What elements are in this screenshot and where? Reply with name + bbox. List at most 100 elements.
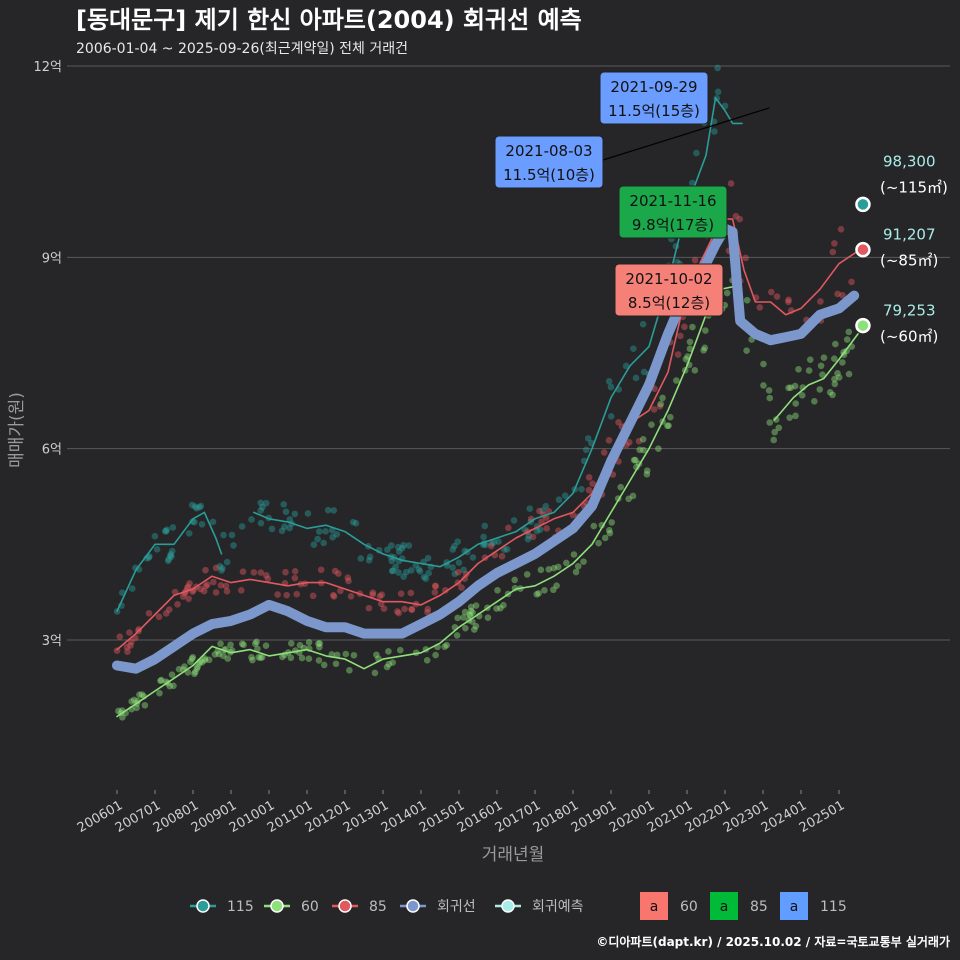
scatter-point-115 (482, 541, 489, 549)
scatter-point-115 (162, 527, 170, 535)
scatter-point-60 (562, 559, 570, 567)
scatter-point-115 (257, 519, 265, 527)
callout-price: 9.8억(17층) (632, 216, 714, 234)
scatter-point-60 (332, 660, 340, 668)
scatter-point-85 (204, 581, 211, 588)
scatter-point-85 (186, 580, 193, 587)
scatter-point-115 (578, 485, 585, 493)
scatter-point-85 (635, 437, 643, 445)
scatter-point-115 (688, 179, 696, 187)
scatter-point-85 (135, 625, 143, 633)
scatter-point-85 (185, 595, 192, 603)
scatter-point-115 (333, 530, 341, 538)
scatter-point-60 (193, 665, 201, 672)
scatter-point-115 (622, 362, 630, 370)
scatter-point-115 (304, 510, 312, 517)
scatter-point-85 (155, 613, 163, 621)
scatter-point-115 (262, 499, 270, 507)
scatter-point-60 (655, 445, 662, 453)
scatter-point-60 (500, 601, 507, 609)
scatter-point-60 (389, 659, 396, 666)
series-line-85 (116, 218, 859, 651)
scatter-point-85 (127, 642, 134, 649)
scatter-point-60 (166, 682, 174, 690)
scatter-point-60 (632, 456, 639, 464)
scatter-point-60 (371, 669, 379, 677)
scatter-point-115 (322, 528, 329, 535)
scatter-point-60 (595, 539, 602, 547)
scatter-point-85 (217, 582, 225, 589)
scatter-point-60 (257, 654, 264, 662)
scatter-point-60 (224, 655, 232, 662)
scatter-point-85 (291, 567, 299, 575)
scatter-point-115 (188, 501, 196, 509)
legend-key-dot (270, 899, 284, 913)
scatter-point-60 (315, 657, 323, 664)
callout-date: 2021-10-02 (625, 270, 712, 288)
forecast-value: 79,253 (883, 302, 936, 320)
scatter-point-115 (286, 516, 294, 523)
scatter-point-60 (682, 355, 690, 363)
scatter-point-115 (392, 563, 399, 571)
scatter-point-85 (432, 582, 440, 590)
scatter-point-115 (630, 345, 637, 352)
scatter-point-60 (785, 384, 792, 392)
scatter-point-115 (424, 554, 432, 562)
grid-lines (67, 65, 950, 641)
scatter-point-60 (643, 467, 651, 474)
scatter-point-115 (422, 575, 430, 582)
scatter-point-85 (212, 564, 220, 572)
legend-box-label: 60 (680, 899, 698, 915)
scatter-point-60 (601, 534, 609, 542)
scatter-point-60 (170, 682, 177, 690)
scatter-point-85 (200, 587, 208, 595)
scatter-point-115 (542, 502, 550, 510)
scatter-point-60 (590, 522, 598, 530)
scatter-point-60 (572, 568, 580, 576)
scatter-point-60 (629, 492, 637, 500)
scatter-point-115 (320, 539, 327, 547)
scatter-point-115 (389, 567, 397, 575)
scatter-point-60 (497, 604, 504, 612)
scatter-point-85 (197, 585, 204, 593)
scatter-point-60 (262, 642, 270, 649)
series-line-115 (116, 97, 743, 613)
scatter-point-115 (490, 539, 498, 546)
scatter-point-60 (665, 422, 672, 430)
scatter-point-115 (357, 555, 365, 562)
scatter-point-60 (423, 657, 431, 664)
scatter-point-60 (240, 641, 247, 649)
callout-box (494, 135, 604, 189)
scatter-point-115 (584, 435, 592, 442)
scatter-point-115 (168, 547, 176, 555)
scatter-point-85 (408, 605, 415, 613)
scatter-point-60 (157, 677, 164, 685)
scatter-point-60 (580, 558, 587, 565)
scatter-point-115 (291, 510, 299, 518)
scatter-point-85 (605, 437, 613, 444)
scatter-point-85 (145, 609, 153, 617)
scatter-point-60 (792, 412, 799, 420)
scatter-point-85 (329, 591, 337, 599)
scatter-point-85 (817, 298, 824, 305)
callout-box (618, 185, 728, 239)
scatter-point-60 (792, 400, 800, 407)
scatter-point-115 (366, 553, 374, 561)
scatter-point-85 (615, 418, 622, 426)
scatter-point-85 (345, 577, 352, 585)
scatter-point-60 (211, 651, 219, 658)
legend-key-dot (406, 899, 420, 913)
scatter-point-85 (184, 583, 192, 590)
scatter-point-115 (248, 516, 255, 523)
scatter-point-115 (533, 527, 541, 535)
scatter-point-85 (677, 332, 684, 340)
scatter-point-60 (791, 382, 799, 390)
scatter-point-60 (843, 336, 851, 343)
scatter-point-60 (315, 640, 322, 647)
scatter-point-115 (330, 507, 338, 514)
scatter-point-60 (227, 641, 234, 649)
scatter-point-115 (561, 492, 569, 499)
callout-leader (602, 107, 770, 161)
scatter-point-85 (393, 608, 401, 615)
scatter-point-115 (714, 64, 721, 72)
